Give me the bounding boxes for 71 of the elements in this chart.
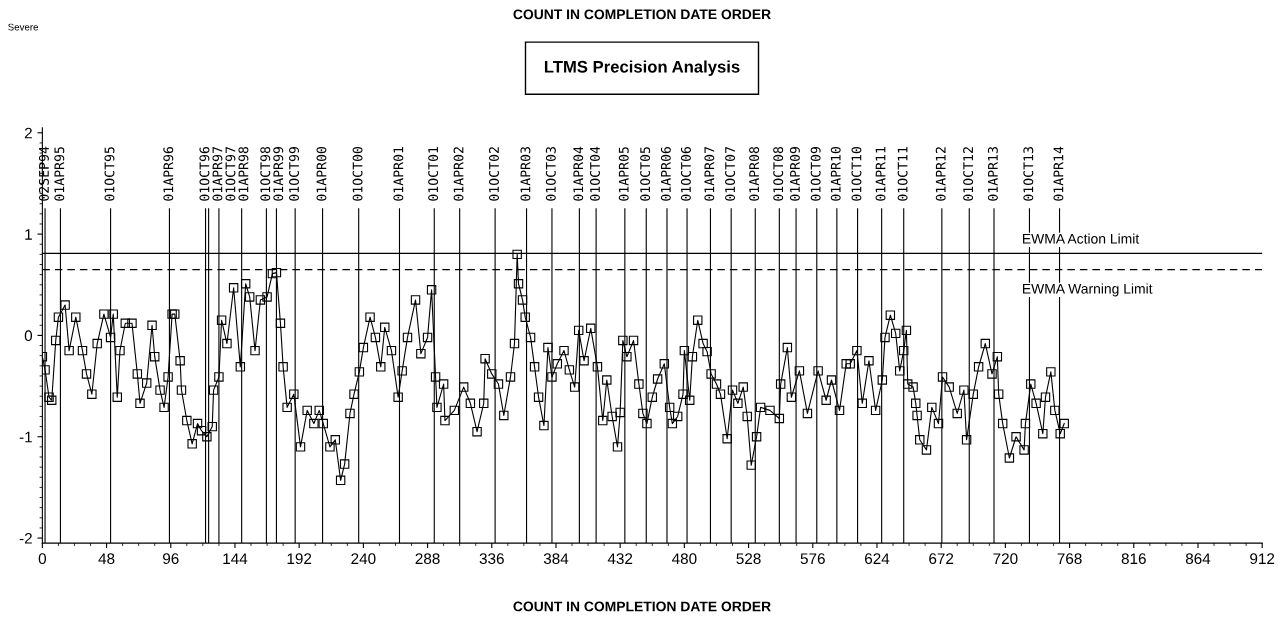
x-tick-label: 48 bbox=[98, 553, 115, 565]
ref-line-label: 01APR96 bbox=[163, 146, 174, 201]
x-tick-label: 432 bbox=[607, 553, 633, 565]
x-tick-label: 288 bbox=[415, 553, 440, 565]
y-tick-label: 1 bbox=[25, 229, 32, 240]
x-tick-label: 480 bbox=[671, 553, 697, 565]
x-tick-label: 576 bbox=[800, 553, 825, 565]
ref-line-label: 01OCT13 bbox=[1023, 147, 1034, 201]
x-tick-label: 720 bbox=[993, 553, 1018, 565]
ref-line-label: 01APR03 bbox=[520, 147, 531, 201]
ref-line-label: 01APR08 bbox=[749, 146, 760, 201]
ref-line-label: EWMA Action Limit bbox=[1023, 233, 1140, 244]
ref-line-label: 01OCT11 bbox=[897, 146, 908, 201]
ref-line-label: 01OCT08 bbox=[773, 146, 784, 201]
ref-line-label: 01OCT95 bbox=[104, 147, 115, 201]
x-tick-label: 0 bbox=[38, 553, 47, 565]
y-tick-label: -1 bbox=[19, 431, 32, 443]
y-tick-label: 0 bbox=[24, 330, 33, 342]
x-tick-label: 816 bbox=[1121, 553, 1146, 565]
ref-line-label: 01APR99 bbox=[273, 146, 284, 201]
x-tick-label: 336 bbox=[479, 553, 504, 565]
ref-line-label: 01APR12 bbox=[935, 147, 946, 201]
ref-line-label: 01OCT02 bbox=[489, 147, 499, 201]
ref-line-label: 01APR07 bbox=[704, 147, 715, 201]
ref-line-label: 01OCT03 bbox=[545, 147, 556, 201]
x-tick-label: 384 bbox=[543, 553, 569, 565]
ref-line-label: 01OCT07 bbox=[725, 147, 736, 201]
ref-line-label: 01OCT09 bbox=[810, 146, 821, 201]
ref-line-label: 01APR10 bbox=[830, 146, 841, 201]
x-tick-label: 144 bbox=[223, 553, 248, 564]
ref-line-label: 02SEP94 bbox=[38, 146, 49, 201]
ref-line-label: 01APR98 bbox=[238, 146, 249, 201]
ref-line-label: 01APR14 bbox=[1053, 146, 1064, 201]
x-tick-label: 96 bbox=[162, 553, 179, 565]
x-axis-title: COUNT IN COMPLETION DATE ORDER bbox=[513, 601, 771, 612]
ref-line-label: 01OCT04 bbox=[589, 146, 600, 201]
ref-line-label: 01OCT98 bbox=[260, 146, 271, 201]
ref-line-label: 01OCT00 bbox=[352, 146, 363, 201]
x-tick-label: 192 bbox=[287, 553, 312, 565]
ref-line-label: 01OCT06 bbox=[680, 146, 691, 201]
x-tick-label: 240 bbox=[351, 553, 376, 565]
ref-line-label: 01OCT10 bbox=[851, 146, 862, 201]
ref-line-label: 01OCT12 bbox=[963, 147, 974, 201]
ref-line-label: 01OCT01 bbox=[428, 146, 439, 201]
ref-line-label: 01APR00 bbox=[316, 146, 327, 201]
x-tick-label: 864 bbox=[1185, 553, 1211, 565]
ref-line-label: EWMA Warning Limit bbox=[1023, 283, 1153, 297]
y-tick-label: -2 bbox=[19, 532, 32, 544]
y-tick-label: 2 bbox=[24, 127, 32, 139]
ref-line-label: 01OCT96 bbox=[199, 146, 210, 201]
x-tick-label: 672 bbox=[929, 553, 954, 565]
ref-line-label: 01APR09 bbox=[789, 146, 800, 201]
ref-line-label: 01OCT97 bbox=[225, 147, 236, 201]
chart-title: COUNT IN COMPLETION DATE ORDER bbox=[513, 9, 771, 20]
chart-subtitle: LTMS Precision Analysis bbox=[544, 60, 740, 76]
ref-line-label: 01APR13 bbox=[987, 147, 998, 201]
text: Severe bbox=[8, 23, 39, 31]
x-tick-label: 912 bbox=[1250, 553, 1275, 565]
x-tick-label: 528 bbox=[736, 553, 761, 565]
ref-line-label: 01APR11 bbox=[875, 146, 886, 201]
x-tick-label: 768 bbox=[1057, 553, 1082, 565]
ref-line-label: 01APR01 bbox=[393, 146, 404, 201]
ref-line-label: 01OCT99 bbox=[289, 146, 300, 201]
ref-line-label: 01APR95 bbox=[54, 147, 65, 201]
ref-line-label: 01APR05 bbox=[618, 147, 629, 201]
ref-line-label: 01APR02 bbox=[453, 147, 464, 201]
x-tick-label: 624 bbox=[865, 553, 890, 565]
ref-line-label: 01APR04 bbox=[573, 146, 584, 201]
ref-line-label: 01OCT05 bbox=[640, 147, 651, 201]
ref-line-label: 01APR06 bbox=[660, 146, 671, 201]
ref-line-label: 01APR97 bbox=[212, 147, 223, 201]
